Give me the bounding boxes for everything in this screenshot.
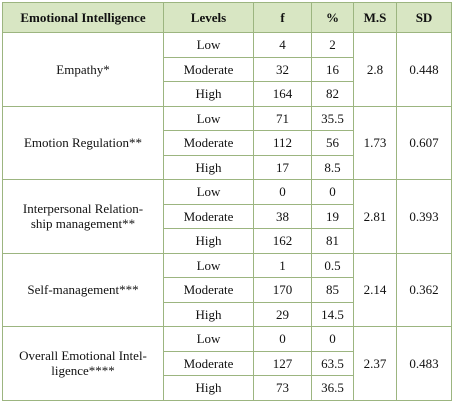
- level-cell: High: [163, 81, 254, 107]
- table-row: High 73 36.5: [3, 375, 452, 401]
- table-row: High 162 81: [3, 228, 452, 254]
- percent-cell: 19: [311, 203, 354, 229]
- frequency-cell: 170: [253, 277, 312, 303]
- frequency-cell: 164: [253, 81, 312, 107]
- percent-cell: 0.5: [311, 252, 354, 278]
- table-row: Empathy* Low 4 2 2.8 0.448: [2, 32, 452, 107]
- header-cell: %: [311, 2, 354, 33]
- group-label-line: ligence****: [51, 363, 115, 379]
- sd-cell: 0.362: [396, 252, 452, 327]
- percent-cell: 85: [311, 277, 354, 303]
- table-row: Moderate 127 63.5: [3, 350, 452, 376]
- table-row: Overall Emotional Intel-ligence**** Low 0 0…: [2, 326, 452, 401]
- group-label-line: Self-management***: [27, 282, 139, 298]
- frequency-cell: 73: [253, 375, 312, 401]
- frequency-cell: 4: [253, 32, 312, 58]
- table-row: High 29 14.5: [3, 301, 452, 327]
- level-cell: Low: [163, 105, 254, 131]
- group-label-line: Overall Emotional Intel-: [19, 348, 147, 364]
- mean-score-cell: 2.37: [353, 326, 397, 401]
- level-cell: High: [163, 301, 254, 327]
- table-body: Empathy* Low 4 2 2.8 0.448 Moderate 32 16 High 164…: [2, 32, 452, 401]
- level-cell: Low: [163, 326, 254, 352]
- frequency-cell: 1: [253, 252, 312, 278]
- group-label-line: Empathy*: [56, 61, 110, 77]
- group-label-line: Interpersonal Relation-: [22, 201, 144, 217]
- frequency-cell: 127: [253, 350, 312, 376]
- table-row: Moderate 170 85: [3, 277, 452, 303]
- sd-cell: 0.393: [396, 179, 452, 254]
- header-cell: f: [253, 2, 312, 33]
- header-cell: M.S: [353, 2, 397, 33]
- table-row: Moderate 32 16: [3, 56, 452, 82]
- frequency-cell: 0: [253, 179, 312, 205]
- frequency-cell: 17: [253, 154, 312, 180]
- percent-cell: 2: [311, 32, 354, 58]
- percent-cell: 81: [311, 228, 354, 254]
- percent-cell: 16: [311, 56, 354, 82]
- percent-cell: 82: [311, 81, 354, 107]
- table-row: Moderate 112 56: [3, 130, 452, 156]
- percent-cell: 8.5: [311, 154, 354, 180]
- frequency-cell: 112: [253, 130, 312, 156]
- group-label-cell: Interpersonal Relation-ship management**: [2, 179, 164, 254]
- percent-cell: 0: [311, 326, 354, 352]
- level-cell: Low: [163, 32, 254, 58]
- level-cell: Low: [163, 252, 254, 278]
- level-cell: Moderate: [163, 56, 254, 82]
- header-cell: Emotional Intelligence: [2, 2, 164, 33]
- level-cell: Moderate: [163, 130, 254, 156]
- frequency-cell: 71: [253, 105, 312, 131]
- level-cell: Moderate: [163, 203, 254, 229]
- group-label-line: ship management**: [30, 216, 136, 232]
- level-cell: Moderate: [163, 277, 254, 303]
- sd-cell: 0.448: [396, 32, 452, 107]
- table-row: Interpersonal Relation-ship management**…: [2, 179, 452, 254]
- mean-score-cell: 1.73: [353, 105, 397, 180]
- frequency-cell: 38: [253, 203, 312, 229]
- percent-cell: 36.5: [311, 375, 354, 401]
- frequency-cell: 32: [253, 56, 312, 82]
- group-label-cell: Overall Emotional Intel-ligence****: [2, 326, 164, 401]
- header-cell: Levels: [163, 2, 254, 33]
- level-cell: Moderate: [163, 350, 254, 376]
- header-row: Emotional Intelligence Levels f% M.S SD: [2, 2, 452, 33]
- percent-cell: 63.5: [311, 350, 354, 376]
- mean-score-cell: 2.14: [353, 252, 397, 327]
- sd-cell: 0.607: [396, 105, 452, 180]
- header-cell: SD: [396, 2, 452, 33]
- percent-cell: 35.5: [311, 105, 354, 131]
- group-label-line: Emotion Regulation**: [23, 135, 143, 151]
- percent-cell: 56: [311, 130, 354, 156]
- table-row: Moderate 38 19: [3, 203, 452, 229]
- mean-score-cell: 2.81: [353, 179, 397, 254]
- frequency-cell: 29: [253, 301, 312, 327]
- frequency-cell: 162: [253, 228, 312, 254]
- table-row: Emotion Regulation** Low 71 35.5 1.73 0.607: [2, 105, 452, 180]
- level-cell: High: [163, 228, 254, 254]
- table-row: Self-management*** Low 1 0.5 2.14 0.362: [2, 252, 452, 327]
- level-cell: High: [163, 375, 254, 401]
- percent-cell: 0: [311, 179, 354, 205]
- group-label-cell: Empathy*: [2, 32, 164, 107]
- level-cell: Low: [163, 179, 254, 205]
- level-cell: High: [163, 154, 254, 180]
- sd-cell: 0.483: [396, 326, 452, 401]
- table-row: High 17 8.5: [3, 154, 452, 180]
- group-label-cell: Emotion Regulation**: [2, 105, 164, 180]
- percent-cell: 14.5: [311, 301, 354, 327]
- frequency-cell: 0: [253, 326, 312, 352]
- mean-score-cell: 2.8: [353, 32, 397, 107]
- table-row: High 164 82: [3, 81, 452, 107]
- group-label-cell: Self-management***: [2, 252, 164, 327]
